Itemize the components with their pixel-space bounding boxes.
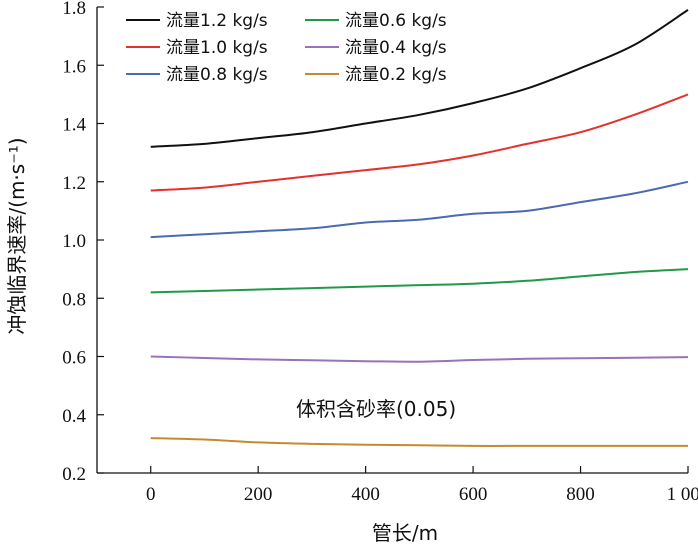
series-line-3 (150, 268, 689, 294)
series-line-5 (150, 437, 688, 447)
series-line-2 (150, 180, 689, 239)
legend-label-0: 流量1.2 kg/s (166, 11, 268, 31)
series-line-0 (150, 9, 689, 148)
y-tick-label: 1.8 (62, 0, 86, 19)
x-tick-label: 800 (566, 484, 595, 505)
series-line-1 (150, 93, 689, 192)
series-line-4 (150, 355, 689, 363)
x-tick-label: 0 (146, 484, 156, 505)
series-layer (150, 9, 689, 447)
y-tick-label: 0.2 (62, 464, 86, 485)
axes-layer: 0 200 400 600 800 1 000 0.2 0.4 0.6 0.8 1.0 1.2 1.4 1… (62, 0, 698, 505)
y-tick-label: 0.4 (62, 406, 86, 427)
annotation-sand-fraction: 体积含砂率(0.05) (296, 397, 456, 421)
x-tick-label: 400 (351, 484, 380, 505)
y-tick-label: 1.0 (62, 231, 86, 252)
legend-label-3: 流量0.6 kg/s (345, 11, 447, 31)
legend-label-4: 流量0.4 kg/s (345, 38, 447, 58)
y-tick-label: 0.8 (62, 289, 86, 310)
y-tick-label: 0.6 (62, 348, 86, 369)
y-tick-label: 1.4 (62, 115, 86, 136)
y-axis-title: 冲蚀临界速率/(m·s⁻¹) (5, 137, 29, 334)
x-axis-title: 管长/m (372, 521, 438, 545)
legend-label-1: 流量1.0 kg/s (166, 38, 268, 58)
legend-label-5: 流量0.2 kg/s (345, 65, 447, 85)
legend-label-2: 流量0.8 kg/s (166, 65, 268, 85)
x-tick-label: 600 (459, 484, 488, 505)
y-tick-label: 1.6 (62, 56, 86, 77)
x-tick-label: 1 000 (667, 484, 698, 505)
legend: 流量1.2 kg/s 流量1.0 kg/s 流量0.8 kg/s 流量0.6 kg/s… (126, 11, 447, 85)
x-tick-label: 200 (244, 484, 273, 505)
y-tick-label: 1.2 (62, 173, 86, 194)
